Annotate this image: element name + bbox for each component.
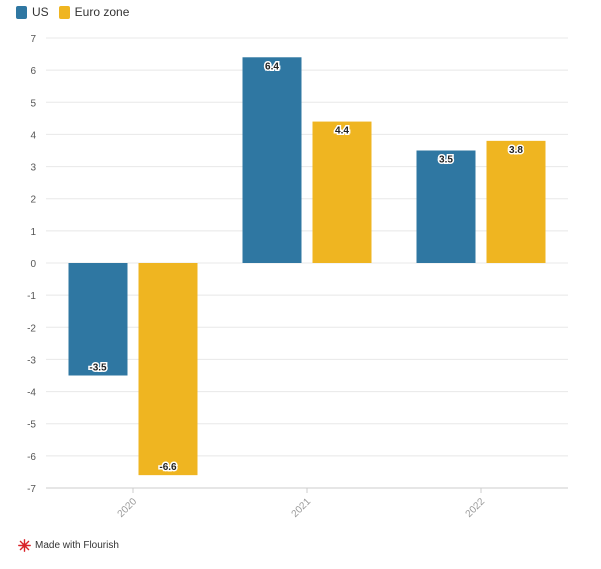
legend-label-euro-zone: Euro zone bbox=[74, 5, 130, 19]
legend-item-euro-zone[interactable]: Euro zone bbox=[58, 5, 130, 19]
bars bbox=[68, 57, 546, 476]
data-label: -3.5 bbox=[89, 363, 107, 374]
y-axis: 7 6 5 4 3 2 1 0 -1 -2 -3 -4 -5 -6 -7 bbox=[27, 34, 36, 495]
bar-euro-zone-2021 bbox=[312, 121, 372, 263]
y-tick-label: -6 bbox=[27, 452, 36, 463]
y-tick-label: 0 bbox=[30, 259, 36, 270]
data-label: -6.6 bbox=[159, 462, 177, 473]
credit-text: Made with Flourish bbox=[35, 540, 119, 551]
data-label: 4.4 bbox=[335, 126, 349, 137]
y-tick-label: 1 bbox=[30, 227, 36, 238]
y-tick-label: -5 bbox=[27, 420, 36, 431]
data-label: 6.4 bbox=[265, 61, 279, 72]
legend-swatch-us bbox=[16, 5, 27, 19]
y-tick-label: -2 bbox=[27, 323, 36, 334]
gridlines bbox=[46, 37, 568, 489]
legend-item-us[interactable]: US bbox=[16, 5, 49, 19]
legend-label-us: US bbox=[32, 5, 49, 19]
data-label: 3.8 bbox=[509, 145, 523, 156]
bar-euro-zone-2020 bbox=[138, 263, 198, 476]
y-tick-label: -3 bbox=[27, 355, 36, 366]
legend-swatch-euro-zone bbox=[58, 5, 70, 19]
flourish-logo-icon bbox=[18, 539, 31, 552]
y-tick-label: 4 bbox=[30, 130, 36, 141]
x-axis: 2020 2021 2022 bbox=[46, 487, 568, 520]
y-tick-label: 3 bbox=[30, 163, 36, 174]
bar-us-2022 bbox=[416, 150, 476, 263]
bar-euro-zone-2022 bbox=[486, 140, 546, 263]
x-tick-label: 2022 bbox=[464, 496, 488, 520]
bar-us-2020 bbox=[68, 263, 128, 376]
data-labels: -3.5 -6.6 6.4 4.4 3.5 3.8 bbox=[88, 60, 525, 475]
y-tick-label: -7 bbox=[27, 484, 36, 495]
x-tick-label: 2021 bbox=[290, 496, 314, 520]
y-tick-label: -1 bbox=[27, 291, 36, 302]
flourish-credit[interactable]: Made with Flourish bbox=[18, 539, 119, 552]
x-tick-label: 2020 bbox=[116, 496, 140, 520]
bar-us-2021 bbox=[242, 57, 302, 264]
legend: US Euro zone bbox=[16, 5, 129, 19]
y-tick-label: 6 bbox=[30, 66, 36, 77]
y-tick-label: -4 bbox=[27, 388, 36, 399]
y-tick-label: 2 bbox=[30, 195, 36, 206]
y-tick-label: 5 bbox=[30, 98, 36, 109]
y-tick-label: 7 bbox=[30, 34, 36, 45]
data-label: 3.5 bbox=[439, 155, 453, 166]
